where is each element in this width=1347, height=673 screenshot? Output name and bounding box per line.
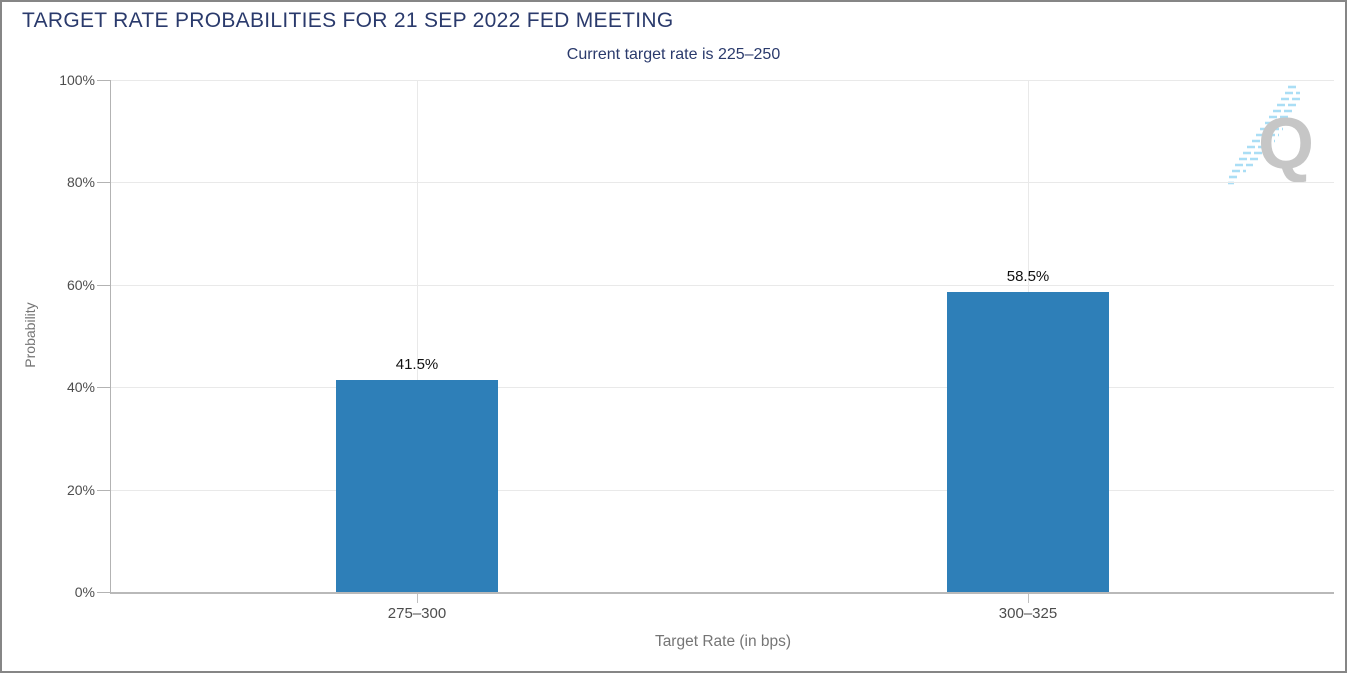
x-axis-tick-mark bbox=[417, 594, 418, 603]
y-axis-title: Probability bbox=[22, 302, 38, 368]
y-axis-tick-mark bbox=[97, 387, 110, 388]
quikstrike-logo-watermark: Q bbox=[1228, 85, 1314, 185]
h-gridline-60pct bbox=[111, 285, 1334, 286]
chart-subtitle: Current target rate is 225–250 bbox=[566, 46, 781, 63]
y-axis-tick-mark bbox=[97, 182, 110, 183]
h-gridline-40pct bbox=[111, 387, 1334, 388]
y-axis-tick-mark bbox=[97, 490, 110, 491]
x-tick-label: 300–325 bbox=[998, 605, 1058, 622]
y-tick-label: 40% bbox=[66, 379, 95, 395]
y-axis-tick-mark bbox=[97, 592, 110, 593]
x-axis-title: Target Rate (in bps) bbox=[654, 633, 792, 650]
h-gridline-100pct bbox=[111, 80, 1334, 81]
h-gridline-20pct bbox=[111, 490, 1334, 491]
page-title: TARGET RATE PROBABILITIES FOR 21 SEP 202… bbox=[22, 9, 674, 32]
category-gridline bbox=[417, 80, 418, 592]
watermark-q-letter: Q bbox=[1258, 104, 1314, 184]
y-tick-label: 80% bbox=[66, 174, 95, 190]
bar-value-label: 41.5% bbox=[395, 356, 439, 373]
bar-value-label: 58.5% bbox=[1006, 268, 1050, 285]
y-tick-label: 20% bbox=[66, 482, 95, 498]
watermark-hash-stripes bbox=[1228, 85, 1302, 185]
y-tick-label: 0% bbox=[74, 584, 95, 600]
y-tick-label: 60% bbox=[66, 277, 95, 293]
bar-300-325[interactable] bbox=[947, 292, 1109, 592]
y-axis-tick-mark bbox=[97, 285, 110, 286]
bar-275-300[interactable] bbox=[336, 380, 498, 592]
x-axis-tick-mark bbox=[1028, 594, 1029, 603]
x-tick-label: 275–300 bbox=[387, 605, 447, 622]
y-tick-label: 100% bbox=[59, 72, 95, 88]
y-axis-tick-mark bbox=[97, 80, 110, 81]
h-gridline-80pct bbox=[111, 182, 1334, 183]
plot-area: Q 0% 20% 40% 60% 80% 100% 41.5% 275–300 58.5% 300… bbox=[59, 72, 1334, 622]
